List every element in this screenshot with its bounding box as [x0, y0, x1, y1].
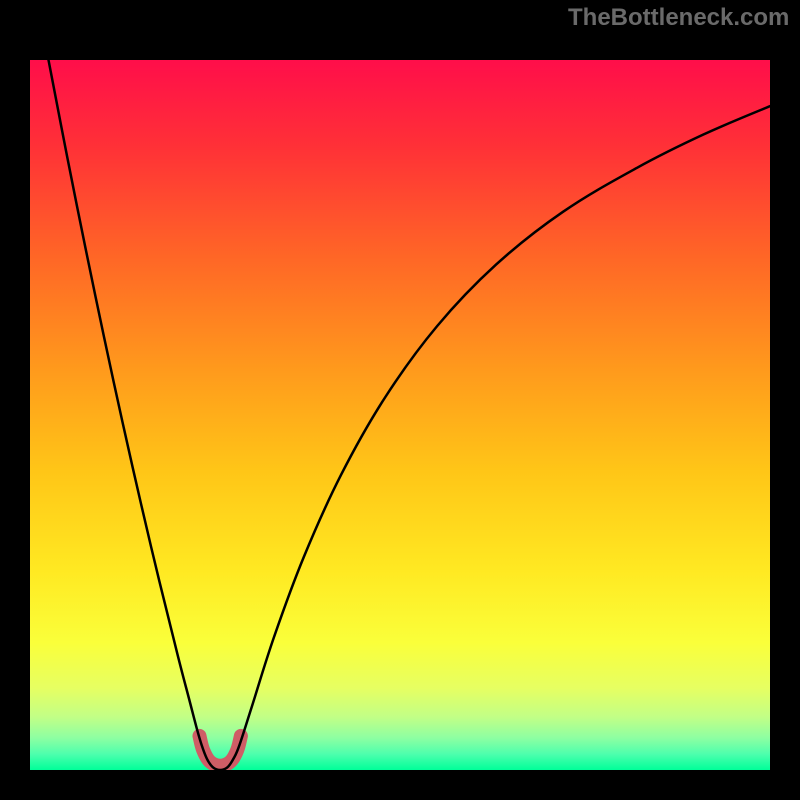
chart-frame [0, 30, 800, 800]
gradient-background [30, 60, 770, 770]
watermark-text: TheBottleneck.com [568, 4, 789, 32]
bottleneck-chart [30, 60, 770, 770]
